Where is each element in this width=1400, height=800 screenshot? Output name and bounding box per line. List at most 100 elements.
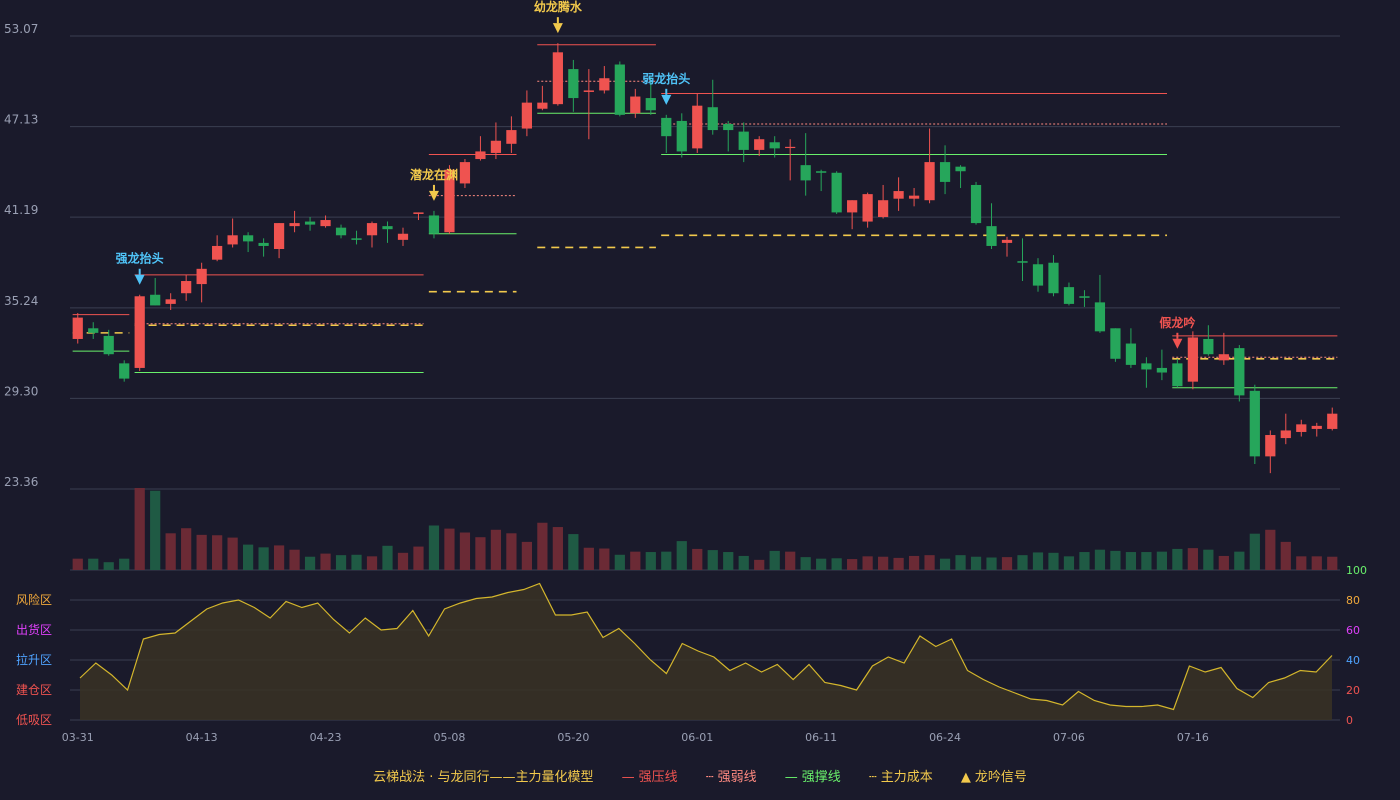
volume-bar [583,547,594,570]
volume-bar [366,556,378,570]
candle-body [877,200,889,217]
volume-bar [88,558,99,570]
price-tick-label: 23.36 [4,475,38,489]
candle-body [119,363,130,379]
x-axis-label: 05-08 [433,731,465,744]
volume-bar [645,552,656,570]
legend-label-signal: 龙吟信号 [974,770,1027,785]
price-tick-label: 29.30 [4,384,38,398]
legend-main-cost[interactable]: ┄ 主力成本 [869,766,933,785]
volume-bar [1265,529,1276,570]
candle-body [1296,424,1307,432]
candle-body [924,162,935,201]
candle-body [723,123,734,131]
candle-body [893,191,904,199]
candle-body [537,102,548,109]
candle-body [1156,367,1168,373]
candle-body [506,130,517,144]
candle-body [150,294,161,306]
volume-bar [754,559,765,570]
osc-tick-label: 20 [1346,684,1360,697]
volume-bar [552,527,563,570]
candle-body [1265,435,1276,457]
volume-bar [475,537,486,570]
signal-label: 幼龙腾水 [534,0,583,14]
candle-body [1234,348,1245,396]
candle-body [258,242,269,246]
volume-bar [599,548,610,570]
volume-bar [242,544,254,570]
volume-bar [614,554,625,570]
volume-bar [506,533,517,570]
x-axis-label: 07-06 [1053,731,1085,744]
legend-strong-weak[interactable]: ┄ 强弱线 [706,766,757,785]
legend-marker-strong-pressure: — [621,770,635,785]
candle-body [1032,264,1044,286]
volume-bar [955,555,966,570]
volume-bar [1172,548,1183,570]
volume-bar [459,532,471,570]
volume-bar [1017,555,1028,570]
volume-bar [258,547,269,570]
candle-body [583,90,594,92]
volume-bar [630,551,641,570]
x-axis-label: 06-24 [929,731,961,744]
volume-bar [924,555,935,570]
candle-body [1063,287,1075,304]
volume-bar [289,549,300,570]
legend-label-main-cost: 主力成本 [880,770,933,785]
legend-marker-signal: ▲ [960,770,971,785]
volume-bar [676,541,687,570]
volume-bar [537,522,548,570]
volume-bar [273,545,285,570]
candle-body [397,233,409,240]
volume-bar [785,551,796,570]
volume-bar [877,556,889,570]
volume-bar [723,552,734,570]
candle-body [847,200,858,213]
osc-zone-label: 拉升区 [16,652,52,667]
volume-bar [444,528,455,570]
legend-signal[interactable]: ▲ 龙吟信号 [961,766,1027,785]
legend-label-strong-pressure: 强压线 [638,770,678,785]
candle-body [382,226,393,230]
candle-body [490,140,502,153]
oscillator-area [80,583,1332,720]
volume-bar [769,550,780,570]
legend-marker-strong-support: — [784,770,798,785]
volume-bar [320,553,331,570]
volume-bar [1234,551,1245,570]
legend-title: 云梯战法 · 与龙同行——主力量化模型 [373,770,594,785]
volume-bar [1048,552,1059,570]
volume-bar [1249,533,1260,570]
volume-bar [707,550,718,570]
osc-tick-label: 40 [1346,654,1360,667]
candle-body [335,227,347,236]
legend-marker-strong-weak: ┄ [705,770,714,785]
candle-body [320,220,331,227]
osc-zone-label: 建仓区 [16,683,52,697]
x-axis-label: 06-01 [681,731,713,744]
volume-bar [831,558,842,570]
candle-body [428,215,440,234]
volume-bar [1203,549,1214,570]
candle-body [413,212,424,214]
candle-body [568,69,579,99]
candle-body [862,194,873,222]
legend-strong-support[interactable]: — 强撑线 [785,766,841,785]
candle-body [521,102,533,129]
candle-body [738,131,749,150]
volume-bar [939,558,951,570]
candle-body [304,221,316,225]
candle-body [1079,296,1090,298]
candle-body [1110,328,1121,359]
volume-bar [165,533,176,570]
legend-strong-pressure[interactable]: — 强压线 [622,766,678,785]
candle-body [1218,354,1229,361]
osc-tick-label: 100 [1346,564,1367,577]
volume-bar [351,554,362,570]
candle-body [1125,343,1137,365]
candle-body [1094,302,1106,332]
volume-bar [1327,556,1338,570]
